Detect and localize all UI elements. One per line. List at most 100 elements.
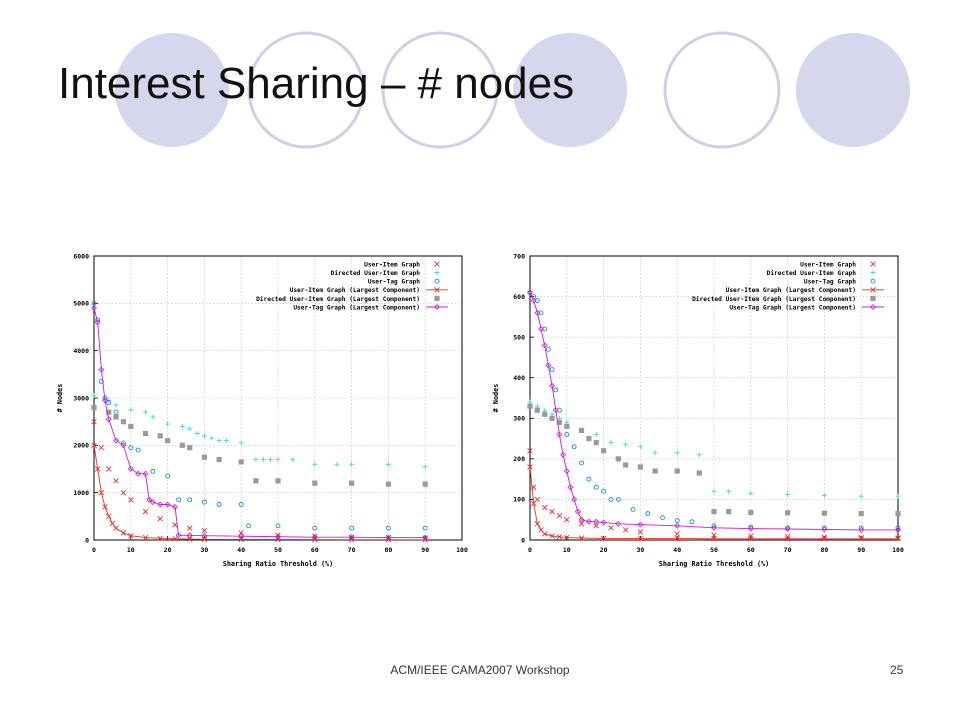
chart-left-series-2 bbox=[91, 393, 428, 470]
chart-right-series-5-point-12 bbox=[637, 464, 643, 470]
chart-left-series-4-point-12 bbox=[186, 536, 193, 542]
chart-right-series-3-point-6 bbox=[549, 367, 555, 373]
chart-right-series-6-point-7 bbox=[552, 407, 559, 414]
chart-left-series-3-point-20 bbox=[385, 525, 391, 531]
chart-right-series-2-point-13 bbox=[696, 452, 702, 458]
chart-left-series-6-point-7 bbox=[127, 466, 134, 472]
chart-left-series-5-point-0 bbox=[91, 404, 97, 411]
chart-right-series-4-point-9 bbox=[600, 535, 607, 542]
chart-left-series-5-point-15 bbox=[312, 480, 318, 486]
chart-left-series-4-point-0 bbox=[91, 442, 97, 449]
chart-left-series-1-point-4 bbox=[120, 489, 127, 496]
chart-left-series-6-point-4 bbox=[105, 416, 112, 423]
chart-left-series-3-point-18 bbox=[312, 525, 318, 531]
decor-circle-6 bbox=[796, 33, 910, 147]
chart-left-series-2-point-2 bbox=[113, 402, 119, 408]
chart-right-series-4-point-8 bbox=[578, 535, 585, 541]
chart-right-series-6-point-3 bbox=[538, 326, 545, 332]
chart-left-legend-label-6: User-Tag Graph (Largest Component) bbox=[293, 304, 420, 311]
chart-left-series-3-point-17 bbox=[275, 523, 281, 529]
chart-right-series-4-point-10 bbox=[637, 535, 644, 542]
chart-right-legend-label-4: User-Item Graph (Largest Component) bbox=[726, 287, 856, 294]
slide-title: Interest Sharing – # nodes bbox=[58, 59, 575, 108]
chart-right-xtick-label-8: 80 bbox=[820, 546, 828, 554]
chart-right-ytick-label-1: 100 bbox=[513, 496, 525, 504]
chart-left-series-2-point-3 bbox=[128, 407, 134, 413]
chart-left-series-1-point-5 bbox=[128, 497, 134, 503]
chart-left-series-1-point-1 bbox=[98, 444, 105, 451]
chart-left-ytick-label-5: 5000 bbox=[73, 300, 89, 308]
chart-left-series-4-line bbox=[93, 445, 426, 541]
chart-left-series-1-point-7 bbox=[157, 515, 163, 522]
chart-right-series-4-point-16 bbox=[858, 536, 864, 542]
chart-right-series-4-point-1 bbox=[530, 500, 537, 507]
chart-left-series-3-point-16 bbox=[246, 523, 252, 529]
chart-right-series-4-point-11 bbox=[674, 535, 680, 542]
chart-right-series-4-point-0 bbox=[527, 464, 533, 470]
chart-left-series-1-point-9 bbox=[186, 525, 193, 531]
chart-right-series-5-point-21 bbox=[858, 511, 864, 517]
chart-left-series-3-point-9 bbox=[150, 468, 156, 474]
decor-circle-1 bbox=[115, 33, 229, 147]
chart-right-series-6-point-12 bbox=[571, 496, 578, 503]
chart-left-series-2-point-7 bbox=[179, 424, 185, 429]
chart-right-ytick-label-4: 400 bbox=[513, 374, 525, 382]
chart-left-series-5-point-17 bbox=[385, 481, 391, 487]
chart-left-xtick-label-1: 10 bbox=[127, 546, 135, 554]
chart-left-series-4-point-10 bbox=[157, 535, 163, 542]
chart-left-series-2-point-13 bbox=[224, 438, 229, 443]
chart-left-series-6-point-0 bbox=[91, 305, 97, 312]
chart-left-series-1-point-3 bbox=[113, 478, 119, 484]
chart-right-series-3-point-21 bbox=[689, 519, 695, 525]
chart-left-xtick-label-3: 30 bbox=[200, 546, 208, 554]
chart-left-series-4-point-6 bbox=[113, 525, 119, 531]
chart-right-ytick-label-6: 600 bbox=[513, 293, 525, 301]
chart-left-legend-marker-4 bbox=[434, 287, 440, 293]
chart-left-series-6-point-6 bbox=[120, 442, 127, 449]
chart-left-series-5-point-18 bbox=[422, 481, 428, 487]
chart-right-series-6-point-13 bbox=[574, 508, 581, 515]
chart-right-series-6-point-22 bbox=[747, 525, 754, 532]
chart-left-series-6-point-9 bbox=[142, 470, 149, 477]
chart-left-series-6-point-10 bbox=[146, 496, 153, 503]
chart-left-series-2-point-17 bbox=[268, 457, 274, 462]
chart-left-series-2-point-24 bbox=[422, 464, 428, 470]
chart-left-series-2-point-6 bbox=[165, 421, 170, 427]
chart-left-legend-marker-6 bbox=[434, 304, 440, 310]
chart-right-series-3-point-18 bbox=[645, 511, 651, 517]
chart-right-series-3-point-19 bbox=[660, 515, 665, 521]
chart-left-series-4 bbox=[91, 442, 428, 543]
chart-left-series-6-point-5 bbox=[113, 437, 120, 444]
chart-left-xtick-label-4: 40 bbox=[237, 546, 245, 554]
chart-right-series-3-point-15 bbox=[608, 496, 614, 502]
chart-left-series-2-point-23 bbox=[386, 461, 391, 467]
chart-right-series-5-point-4 bbox=[556, 419, 563, 425]
chart-left-xtick-label-9: 90 bbox=[421, 546, 429, 554]
chart-right-series-6-point-9 bbox=[560, 451, 567, 458]
chart-left-series-5-point-10 bbox=[201, 454, 207, 460]
chart-left-xtick-label-5: 50 bbox=[274, 546, 282, 554]
chart-left-series-2-point-8 bbox=[187, 426, 193, 432]
chart-left-series-1-point-0 bbox=[91, 418, 97, 425]
chart-right-series-1-point-8 bbox=[593, 523, 599, 529]
chart-right-series-2-point-11 bbox=[652, 450, 658, 456]
chart-right-xtick-label-4: 40 bbox=[673, 546, 681, 554]
chart-right-series-6-point-6 bbox=[549, 382, 556, 389]
chart-right-series-4-point-5 bbox=[549, 533, 555, 539]
chart-right-series-1-point-7 bbox=[578, 521, 585, 527]
chart-right-series-5-point-15 bbox=[696, 470, 702, 476]
chart-left-series-4-point-14 bbox=[238, 536, 244, 543]
chart-right-y-axis-label: # Nodes bbox=[492, 384, 500, 413]
chart-left-series-4-point-5 bbox=[109, 520, 116, 527]
chart-left-series-2-point-11 bbox=[209, 435, 215, 441]
chart-left-series-4-point-8 bbox=[128, 533, 134, 539]
chart-right-ytick-label-0: 0 bbox=[521, 536, 525, 544]
chart-right-series-6-point-17 bbox=[600, 519, 607, 526]
chart-right-series-3-point-4 bbox=[542, 326, 548, 332]
chart-left-series-3-point-11 bbox=[176, 497, 182, 503]
chart-left-series-6 bbox=[91, 305, 429, 541]
chart-right-series-2-point-10 bbox=[638, 444, 643, 450]
chart-left-xtick-label-7: 70 bbox=[348, 546, 356, 554]
chart-left-series-2-point-18 bbox=[275, 457, 281, 462]
chart-left-series-6-point-15 bbox=[175, 532, 182, 539]
